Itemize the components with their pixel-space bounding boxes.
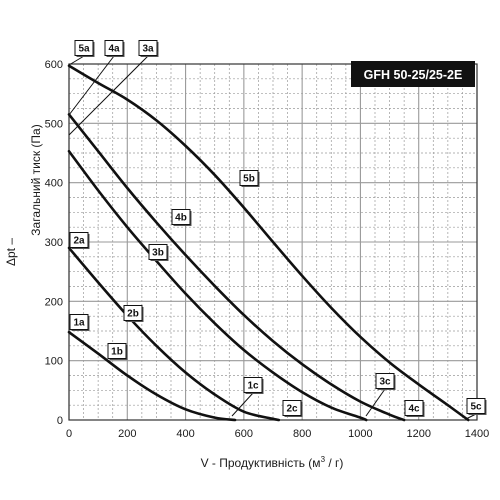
leader-5a <box>68 55 85 66</box>
curve-label-box <box>123 305 143 321</box>
y-tick-label: 500 <box>45 118 63 130</box>
curve-label-1c: 1c <box>243 377 264 394</box>
x-tick-label: 200 <box>118 428 136 440</box>
tick-labels: 0 200 400 600 800 1000 1200 1400 0 100 200 300 400 50… <box>45 59 490 440</box>
curve-label-text: 2b <box>127 309 139 320</box>
curve-label-2b: 2b <box>123 305 144 322</box>
curve-label-box <box>69 314 89 330</box>
curve-label-text: 3b <box>152 248 164 259</box>
curve-label-box <box>171 209 191 225</box>
x-tick-label: 600 <box>235 428 253 440</box>
curve-labels: 1a 1b 1c 2a 2b 2c 3a 3b 3c 4a 4b 4c 5a 5b 5c <box>69 40 487 417</box>
leader-3a <box>68 55 149 136</box>
curve-label-text: 3a <box>142 44 154 55</box>
curve-label-1b: 1b <box>107 343 128 360</box>
x-axis-title-superscript: 3 <box>321 455 326 464</box>
curve-label-text: 5a <box>78 44 90 55</box>
x-tick-label: 1400 <box>465 428 489 440</box>
x-tick-label: 0 <box>66 428 72 440</box>
curve-label-5c: 5c <box>466 398 487 415</box>
curve-5b <box>67 64 470 422</box>
x-axis-title: V - Продуктивність (м3 / г) <box>201 455 344 470</box>
curve-label-box <box>404 400 424 416</box>
curve-label-box <box>69 232 89 248</box>
y-tick-label: 300 <box>45 237 63 249</box>
curve-label-3c: 3c <box>375 373 396 390</box>
curve-label-box <box>148 244 168 260</box>
curve-label-box <box>107 343 127 359</box>
title-badge-background <box>351 61 475 87</box>
leader-1c <box>231 392 254 417</box>
curve-label-4a: 4a <box>104 40 125 57</box>
curve-label-4b: 4b <box>171 209 192 226</box>
title-badge: GFH 50-25/25-2E <box>351 61 475 87</box>
curve-label-text: 4a <box>108 44 120 55</box>
curve-label-text: 1c <box>247 381 259 392</box>
curve-1b <box>67 330 237 422</box>
x-axis-title-base: V - Продуктивність (м <box>201 456 321 470</box>
y-tick-label: 600 <box>45 59 63 71</box>
curve-label-text: 4c <box>408 404 420 415</box>
curve-label-box <box>466 398 486 414</box>
y-tick-label: 200 <box>45 296 63 308</box>
curve-label-text: 5c <box>470 402 482 413</box>
leader-3c <box>365 388 386 417</box>
curve-label-box <box>239 170 259 186</box>
y-tick-label: 0 <box>57 415 63 427</box>
y-axis-symbol: Δpt – <box>4 238 18 266</box>
leader-lines <box>68 55 477 420</box>
leader-4a <box>68 55 115 116</box>
curve-label-1a: 1a <box>69 314 90 331</box>
curve-3b <box>67 149 368 422</box>
curve-label-box <box>104 40 124 56</box>
curve-label-text: 1b <box>111 347 123 358</box>
y-axis-title: Загальний тиск (Па) <box>29 124 43 235</box>
curve-4b <box>67 113 406 422</box>
curve-label-3b: 3b <box>148 244 169 261</box>
curve-label-text: 5b <box>243 174 255 185</box>
x-tick-label: 1000 <box>348 428 372 440</box>
curve-label-text: 4b <box>175 213 187 224</box>
x-tick-label: 1200 <box>406 428 430 440</box>
curve-label-text: 2a <box>73 236 85 247</box>
curve-label-5b: 5b <box>239 170 260 187</box>
curve-label-3a: 3a <box>138 40 159 57</box>
x-tick-label: 800 <box>293 428 311 440</box>
curve-label-text: 1a <box>73 318 85 329</box>
curve-label-2a: 2a <box>69 232 90 249</box>
curve-label-box <box>243 377 263 393</box>
curve-label-box <box>74 40 94 56</box>
curve-2b <box>67 246 281 422</box>
x-tick-label: 400 <box>176 428 194 440</box>
x-axis-title-tail: / г) <box>325 456 343 470</box>
curve-label-box <box>375 373 395 389</box>
curve-label-text: 3c <box>379 377 391 388</box>
curve-label-5a: 5a <box>74 40 95 57</box>
curve-label-2c: 2c <box>282 400 303 417</box>
curve-label-box <box>282 400 302 416</box>
chart-title: GFH 50-25/25-2E <box>364 68 463 82</box>
y-tick-label: 400 <box>45 178 63 190</box>
curves <box>67 64 470 422</box>
curve-label-4c: 4c <box>404 400 425 417</box>
curve-label-text: 2c <box>286 404 298 415</box>
curve-label-box <box>138 40 158 56</box>
y-tick-label: 100 <box>45 356 63 368</box>
